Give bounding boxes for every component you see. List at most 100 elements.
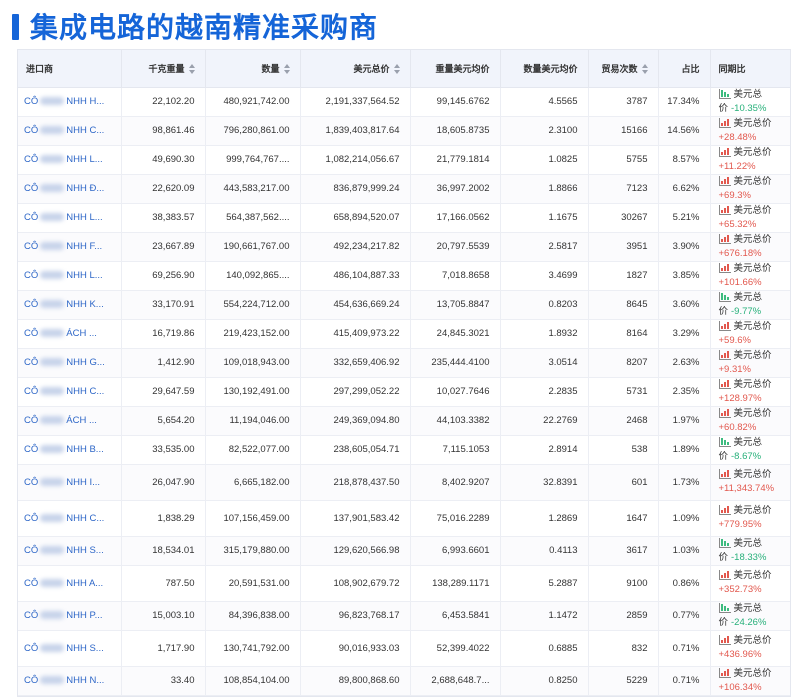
yoy-change-value: +106.34% xyxy=(718,681,762,693)
redacted-name-blur xyxy=(40,358,65,367)
table-row[interactable]: CÔ NHH L... 69,256.90 140,092,865.... 486,10… xyxy=(18,261,790,291)
sort-icon[interactable] xyxy=(393,64,400,75)
yoy-cell: 美元总价 +128.97% xyxy=(710,377,790,407)
importer-name-cell[interactable]: CÔ NHH L... xyxy=(18,203,122,233)
table-row[interactable]: CÔ ÁCH ... 5,654.20 11,194,046.00 249,369,09… xyxy=(18,406,790,436)
column-header-usd-total[interactable]: 美元总价 xyxy=(300,50,411,88)
trend-up-icon xyxy=(718,407,731,418)
redacted-name-blur xyxy=(40,643,65,652)
importer-name-cell[interactable]: CÔ NHH I... xyxy=(18,464,122,501)
usd-total-cell: 1,839,403,817.64 xyxy=(300,116,411,146)
table-row[interactable]: CÔ NHH L... 38,383.57 564,387,562.... 658,89… xyxy=(18,203,790,233)
sort-icon[interactable] xyxy=(188,64,195,75)
share-cell: 1.89% xyxy=(658,435,711,465)
redacted-name-blur xyxy=(40,387,65,396)
importer-name-cell[interactable]: CÔ NHH F... xyxy=(18,232,122,262)
kg-weight-cell: 38,383.57 xyxy=(121,203,206,233)
importer-name-cell[interactable]: CÔ NHH Đ... xyxy=(18,174,122,204)
share-cell: 8.57% xyxy=(658,145,711,175)
usd-per-unit-cell: 2.2835 xyxy=(500,377,589,407)
quantity-cell: 130,741,792.00 xyxy=(205,630,301,667)
column-header-usd-per-kg: 重量美元均价 xyxy=(410,50,501,88)
column-header-trade-count[interactable]: 贸易次数 xyxy=(588,50,659,88)
importer-name-cell[interactable]: CÔ NHH L... xyxy=(18,145,122,175)
trend-up-icon xyxy=(718,320,731,331)
yoy-cell: 美元总价 +106.34% xyxy=(710,666,790,696)
table-row[interactable]: CÔ NHH F... 23,667.89 190,661,767.00 492,234… xyxy=(18,232,790,262)
importer-name-cell[interactable]: CÔ NHH H... xyxy=(18,87,122,117)
importer-name-cell[interactable]: CÔ NHH A... xyxy=(18,565,122,602)
usd-per-unit-cell: 22.2769 xyxy=(500,406,589,436)
table-row[interactable]: CÔ NHH B... 33,535.00 82,522,077.00 238,605,… xyxy=(18,435,790,465)
importer-name-cell[interactable]: CÔ NHH C... xyxy=(18,377,122,407)
table-row[interactable]: CÔ NHH C... 29,647.59 130,192,491.00 297,299… xyxy=(18,377,790,407)
usd-total-cell: 486,104,887.33 xyxy=(300,261,411,291)
yoy-change-value: +128.97% xyxy=(718,392,762,404)
importer-name-cell[interactable]: CÔ NHH L... xyxy=(18,261,122,291)
trend-down-icon xyxy=(718,88,731,99)
usd-per-kg-cell: 138,289.1171 xyxy=(410,565,501,602)
importer-name-suffix: ÁCH ... xyxy=(66,328,97,339)
sort-icon[interactable] xyxy=(283,64,290,75)
table-row[interactable]: CÔ ÁCH ... 16,719.86 219,423,152.00 415,409,… xyxy=(18,319,790,349)
yoy-cell: 美元总价 +676.18% xyxy=(710,232,790,262)
column-header-share: 占比 xyxy=(658,50,711,88)
sort-icon[interactable] xyxy=(641,64,648,75)
column-header-label: 千克重量 xyxy=(148,64,185,75)
yoy-metric-label: 美元总价 xyxy=(733,667,772,679)
quantity-cell: 82,522,077.00 xyxy=(205,435,301,465)
kg-weight-cell: 18,534.01 xyxy=(121,536,206,566)
importer-name-prefix: CÔ xyxy=(24,512,39,524)
importer-name-cell[interactable]: CÔ NHH C... xyxy=(18,500,122,537)
importer-name-prefix: CÔ xyxy=(24,270,39,281)
table-row[interactable]: CÔ NHH Đ... 22,620.09 443,583,217.00 836,879… xyxy=(18,174,790,204)
importer-name-cell[interactable]: CÔ NHH N... xyxy=(18,666,122,696)
table-row[interactable]: CÔ NHH C... 98,861.46 796,280,861.00 1,839,4… xyxy=(18,116,790,146)
usd-per-kg-cell: 8,402.9207 xyxy=(410,464,501,501)
importer-name-cell[interactable]: CÔ NHH S... xyxy=(18,630,122,667)
importer-name-prefix: CÔ xyxy=(24,545,39,556)
kg-weight-cell: 33,170.91 xyxy=(121,290,206,320)
usd-per-kg-cell: 13,705.8847 xyxy=(410,290,501,320)
importer-name-cell[interactable]: CÔ NHH K... xyxy=(18,290,122,320)
table-row[interactable]: CÔ NHH G... 1,412.90 109,018,943.00 332,659,… xyxy=(18,348,790,378)
column-header-label: 贸易次数 xyxy=(601,64,638,75)
trend-down-icon xyxy=(718,436,731,447)
column-header-kg-weight[interactable]: 千克重量 xyxy=(121,50,206,88)
importer-name-cell[interactable]: CÔ ÁCH ... xyxy=(18,406,122,436)
table-row[interactable]: CÔ NHH P... 15,003.10 84,396,838.00 96,823,7… xyxy=(18,601,790,631)
share-cell: 1.09% xyxy=(658,500,711,537)
importer-name-cell[interactable]: CÔ NHH B... xyxy=(18,435,122,465)
importer-name-cell[interactable]: CÔ NHH S... xyxy=(18,536,122,566)
quantity-cell: 108,854,104.00 xyxy=(205,666,301,696)
table-row[interactable]: CÔ NHH I... 26,047.90 6,665,182.00 218,878,4… xyxy=(18,464,790,501)
yoy-metric-label: 美元总价 xyxy=(733,469,772,480)
yoy-change-value: +779.95% xyxy=(718,519,762,530)
table-row[interactable]: CÔ NHH N... 33.40 108,854,104.00 89,800,868.… xyxy=(18,666,790,696)
importer-name-cell[interactable]: CÔ ÁCH ... xyxy=(18,319,122,349)
redacted-name-blur xyxy=(40,445,65,454)
quantity-cell: 443,583,217.00 xyxy=(205,174,301,204)
table-row[interactable]: CÔ NHH L... 49,690.30 999,764,767.... 1,082,… xyxy=(18,145,790,175)
table-row[interactable]: CÔ NHH K... 33,170.91 554,224,712.00 454,636… xyxy=(18,290,790,320)
importer-name-suffix: NHH H... xyxy=(66,96,105,107)
table-row[interactable]: CÔ NHH S... 1,717.90 130,741,792.00 90,016,9… xyxy=(18,630,790,667)
usd-per-unit-cell: 1.1472 xyxy=(500,601,589,631)
table-row[interactable]: CÔ NHH A... 787.50 20,591,531.00 108,902,679… xyxy=(18,565,790,602)
importer-name-cell[interactable]: CÔ NHH P... xyxy=(18,601,122,631)
column-header-quantity[interactable]: 数量 xyxy=(205,50,301,88)
table-row[interactable]: CÔ NHH H... 22,102.20 480,921,742.00 2,191,3… xyxy=(18,87,790,117)
usd-total-cell: 2,191,337,564.52 xyxy=(300,87,411,117)
usd-total-cell: 129,620,566.98 xyxy=(300,536,411,566)
kg-weight-cell: 26,047.90 xyxy=(121,464,206,501)
importer-name-suffix: NHH K... xyxy=(66,299,104,310)
table-row[interactable]: CÔ NHH S... 18,534.01 315,179,880.00 129,620… xyxy=(18,536,790,566)
usd-per-unit-cell: 0.4113 xyxy=(500,536,589,566)
kg-weight-cell: 15,003.10 xyxy=(121,601,206,631)
importer-name-suffix: NHH G... xyxy=(66,357,105,368)
table-row[interactable]: CÔ NHH C... 1,838.29 107,156,459.00 137,901,… xyxy=(18,500,790,537)
importer-name-suffix: NHH I... xyxy=(66,476,101,488)
importer-name-cell[interactable]: CÔ NHH C... xyxy=(18,116,122,146)
importer-name-cell[interactable]: CÔ NHH G... xyxy=(18,348,122,378)
yoy-metric-label: 美元总价 xyxy=(733,117,772,129)
